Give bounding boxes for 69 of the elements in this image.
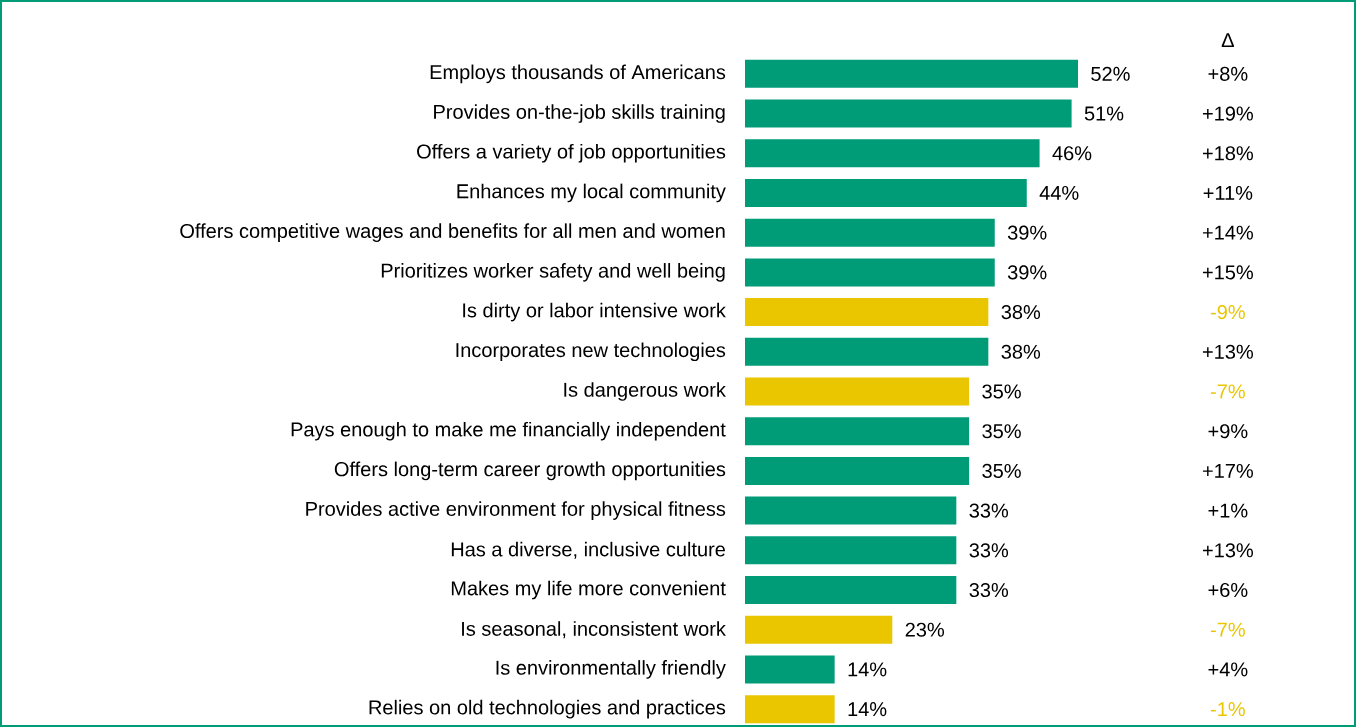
y-tick-label: Pays enough to make me financially independent: [291, 421, 726, 441]
bar: [745, 615, 893, 644]
data-label: 33%: [969, 543, 1009, 558]
data-label: 39%: [1007, 225, 1047, 240]
data-label: 33%: [969, 503, 1009, 518]
data-label: 44%: [1039, 185, 1079, 200]
data-label: 46%: [1052, 146, 1092, 161]
data-label: 39%: [1007, 265, 1047, 280]
bar: [745, 337, 989, 366]
y-tick-label: Employs thousands of Americans: [430, 64, 726, 84]
y-tick-label: Offers a variety of job opportunities: [417, 143, 726, 163]
text: +17%: [1202, 463, 1254, 478]
text: +6%: [1208, 582, 1248, 598]
text: +4%: [1208, 662, 1248, 677]
bar: [745, 298, 989, 327]
data-label: 35%: [982, 384, 1021, 399]
text: +15%: [1202, 265, 1254, 280]
text: +14%: [1202, 225, 1254, 240]
text: +9%: [1208, 424, 1248, 439]
bar: [745, 377, 970, 406]
text: -7%: [1210, 384, 1245, 399]
y-tick-label: Is environmentally friendly: [496, 660, 726, 679]
bar: [745, 576, 957, 605]
bar: [745, 496, 957, 525]
text: +8%: [1208, 66, 1248, 81]
y-tick-label: Has a diverse, inclusive culture: [451, 541, 725, 559]
data-label: 38%: [1001, 344, 1041, 359]
bar: [745, 178, 1027, 207]
y-tick-label: Is seasonal, inconsistent work: [462, 621, 726, 639]
text: +13%: [1202, 344, 1254, 359]
text: +13%: [1202, 543, 1254, 558]
y-tick-label: Offers long-term career growth opportunities: [334, 461, 726, 481]
y-tick-label: Offers competitive wages and benefits for all men and women: [180, 223, 725, 242]
y-tick-label: Is dirty or labor intensive work: [463, 302, 726, 322]
bar: [745, 218, 995, 247]
y-tick-label: Provides active environment for physical fitness: [306, 501, 726, 520]
text: -9%: [1210, 305, 1245, 320]
data-label: 14%: [848, 702, 887, 717]
text: +19%: [1202, 106, 1254, 121]
bar: [745, 139, 1040, 168]
data-label: 14%: [848, 662, 887, 677]
y-tick-label: Relies on old technologies and practices: [369, 699, 726, 719]
data-label: 35%: [982, 424, 1021, 439]
data-label: 51%: [1084, 106, 1124, 121]
y-tick-label: Is dangerous work: [564, 382, 726, 401]
bar: [745, 456, 970, 485]
bar: [745, 695, 835, 724]
text: +11%: [1203, 185, 1253, 200]
bar: [745, 59, 1078, 88]
y-tick-label: Prioritizes worker safety and well being: [381, 263, 725, 282]
bar: [745, 536, 957, 565]
text: +18%: [1202, 146, 1254, 161]
y-tick-label: Incorporates new technologies: [456, 342, 726, 362]
y-tick-label: Provides on-the-job skills training: [434, 104, 725, 123]
text: -7%: [1210, 622, 1245, 637]
data-label: 23%: [905, 622, 945, 637]
data-label: 35%: [982, 463, 1021, 478]
data-label: 33%: [969, 582, 1009, 598]
text: Δ: [1221, 33, 1234, 47]
text: -1%: [1210, 702, 1245, 717]
bar: [745, 417, 970, 446]
bar: [745, 655, 835, 684]
y-tick-label: Enhances my local community: [457, 183, 726, 203]
data-label: 38%: [1001, 305, 1041, 320]
y-tick-label: Makes my life more convenient: [451, 580, 726, 600]
text: +1%: [1208, 503, 1248, 518]
bar: [745, 258, 995, 287]
data-label: 52%: [1091, 66, 1130, 81]
bar: [745, 99, 1072, 128]
